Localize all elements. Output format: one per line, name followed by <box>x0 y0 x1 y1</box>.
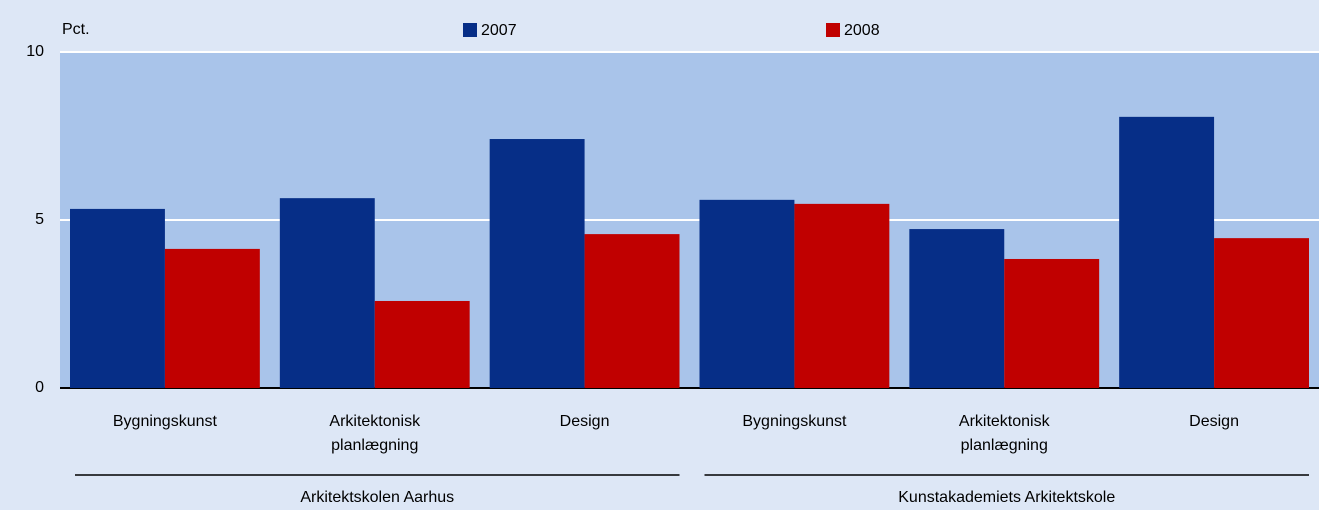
bar <box>1119 116 1215 389</box>
x-tick-label: Bygningskunst <box>742 413 847 430</box>
bar <box>489 139 585 388</box>
x-tick-label: Design <box>559 413 610 430</box>
bar <box>1004 258 1100 388</box>
x-tick-label: Bygningskunst <box>112 413 217 430</box>
bar <box>1214 238 1309 388</box>
y-tick-label: 0 <box>35 379 44 396</box>
bar <box>699 199 795 388</box>
group-label: Kunstakademiets Arkitektskole <box>898 489 1115 506</box>
bar <box>279 198 375 388</box>
bar <box>164 248 260 388</box>
x-tick-label: Arkitektonisk planlægning <box>958 413 1050 454</box>
y-tick-label: 5 <box>35 211 44 228</box>
bar <box>70 208 165 388</box>
y-tick-label: 10 <box>26 43 44 60</box>
bar <box>374 300 470 388</box>
bar <box>794 203 890 388</box>
legend-label: 2007 <box>481 22 517 39</box>
x-tick-label: Design <box>1189 413 1239 430</box>
x-tick-label: Arkitektonisk planlægning <box>329 413 421 454</box>
legend-swatch <box>826 23 840 37</box>
legend-swatch <box>463 23 477 37</box>
bar <box>584 234 680 388</box>
bar <box>909 229 1005 388</box>
legend-label: 2008 <box>844 22 880 39</box>
group-label: Arkitektskolen Aarhus <box>300 489 454 506</box>
y-axis-label: Pct. <box>62 21 90 38</box>
